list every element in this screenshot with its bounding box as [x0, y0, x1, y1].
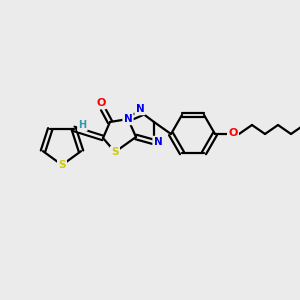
Text: S: S [58, 160, 66, 170]
Text: N: N [124, 114, 132, 124]
Text: O: O [228, 128, 238, 138]
Text: S: S [111, 147, 119, 157]
Text: N: N [154, 137, 162, 147]
Text: O: O [96, 98, 106, 108]
Text: H: H [78, 120, 86, 130]
Text: N: N [136, 104, 144, 114]
